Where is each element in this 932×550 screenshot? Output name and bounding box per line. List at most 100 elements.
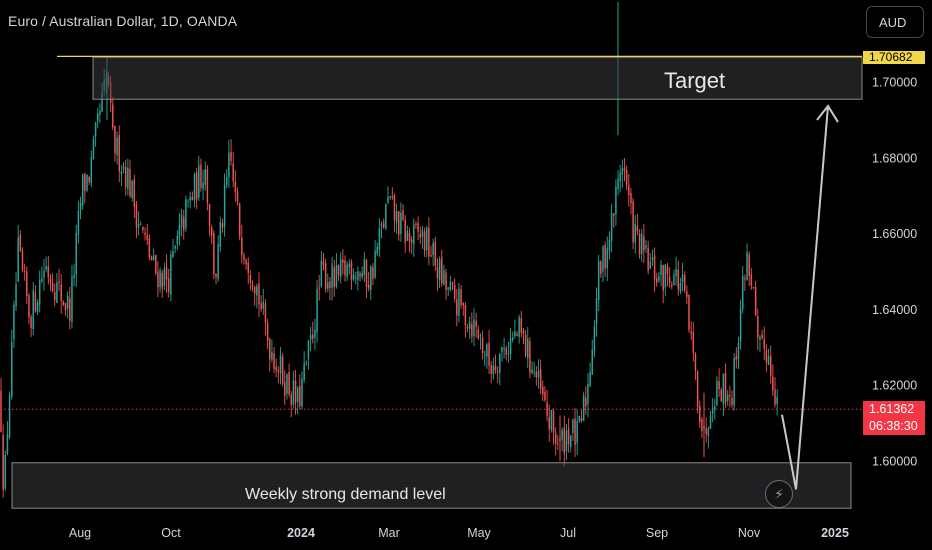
candle-body	[514, 331, 516, 337]
candle-body	[613, 213, 615, 216]
candle-body	[434, 241, 437, 266]
candle-body	[380, 224, 383, 227]
candle-body	[4, 454, 7, 489]
demand-zone[interactable]	[11, 462, 852, 509]
candle-body	[226, 177, 228, 185]
candle-body	[77, 210, 80, 235]
candle-body	[213, 233, 215, 275]
flash-icon[interactable]: ⚡	[765, 480, 793, 508]
candle-body	[606, 248, 609, 269]
candle-body	[744, 278, 746, 280]
candle-body	[501, 347, 503, 352]
candle-body	[585, 397, 587, 407]
candle-body	[602, 246, 604, 272]
candle-body	[636, 225, 639, 232]
candle-body	[223, 184, 226, 227]
candle-body	[720, 389, 722, 402]
candle-body	[759, 336, 761, 340]
candle-body	[634, 224, 636, 243]
candle-body	[264, 303, 267, 323]
candle-body	[36, 302, 39, 313]
candle-body	[41, 278, 43, 282]
x-tick-label: Nov	[738, 526, 761, 540]
candle-body	[247, 262, 249, 274]
candle-body	[122, 166, 125, 170]
candle-body	[608, 239, 611, 251]
candle-body	[686, 291, 688, 297]
candle-body	[189, 196, 191, 201]
candle-body	[391, 196, 394, 198]
candle-body	[625, 169, 628, 186]
candle-body	[210, 227, 213, 236]
candle-body	[256, 286, 258, 296]
candle-body	[374, 250, 376, 278]
candle-body	[163, 268, 166, 287]
candle-body	[174, 246, 176, 249]
candle-body	[742, 276, 744, 310]
y-tick-label: 1.70000	[872, 76, 917, 90]
candle-body	[99, 110, 101, 115]
candle-body	[694, 353, 697, 371]
candle-body	[658, 275, 660, 281]
candle-body	[314, 329, 316, 338]
candle-body	[359, 273, 361, 277]
candle-body	[769, 355, 772, 376]
candle-body	[430, 255, 432, 257]
candle-body	[393, 195, 396, 221]
candle-body	[150, 256, 153, 260]
candle-body	[195, 172, 198, 200]
candle-body	[649, 261, 652, 269]
candle-body	[88, 177, 90, 182]
candle-body	[651, 257, 654, 260]
candle-body	[520, 318, 523, 333]
candle-body	[683, 274, 686, 291]
candle-body	[355, 277, 357, 279]
projection-arrow[interactable]	[781, 105, 829, 490]
candle-body	[133, 179, 136, 207]
candle-body	[733, 357, 735, 406]
candle-body	[64, 303, 67, 310]
candle-body	[120, 171, 123, 175]
candle-body	[673, 274, 675, 286]
candle-body	[62, 301, 65, 305]
candle-body	[537, 370, 540, 378]
candle-body	[423, 231, 426, 251]
target-zone[interactable]	[92, 56, 863, 100]
candle-body	[726, 394, 729, 401]
candle-body	[522, 330, 525, 334]
candle-body	[647, 247, 649, 271]
candle-body	[539, 369, 542, 390]
candle-body	[56, 282, 58, 303]
candle-body	[142, 226, 144, 231]
candle-body	[249, 275, 252, 283]
candle-body	[47, 266, 50, 278]
candle-body	[410, 239, 413, 243]
candle-body	[144, 232, 146, 235]
candle-body	[492, 365, 495, 375]
candle-body	[529, 341, 531, 373]
candle-body	[204, 169, 206, 185]
candle-body	[714, 406, 716, 410]
candle-body	[127, 168, 129, 189]
candle-body	[71, 276, 73, 323]
candle-body	[382, 222, 385, 228]
candle-body	[518, 317, 520, 337]
candle-body	[277, 370, 280, 372]
candle-body	[221, 223, 224, 228]
currency-button[interactable]: AUD	[866, 6, 924, 38]
candle-body	[675, 269, 677, 276]
y-tick-label: 1.64000	[872, 303, 917, 317]
candle-body	[146, 234, 148, 240]
candle-body	[481, 337, 484, 354]
candle-body	[86, 175, 88, 191]
candle-body	[511, 337, 514, 340]
candle-body	[395, 211, 398, 223]
x-tick-label: May	[467, 526, 491, 540]
candle-body	[750, 274, 753, 286]
candle-body	[451, 282, 454, 284]
candle-body	[43, 270, 45, 278]
candle-body	[640, 234, 643, 255]
candle-body	[716, 380, 718, 406]
candle-body	[339, 259, 342, 278]
